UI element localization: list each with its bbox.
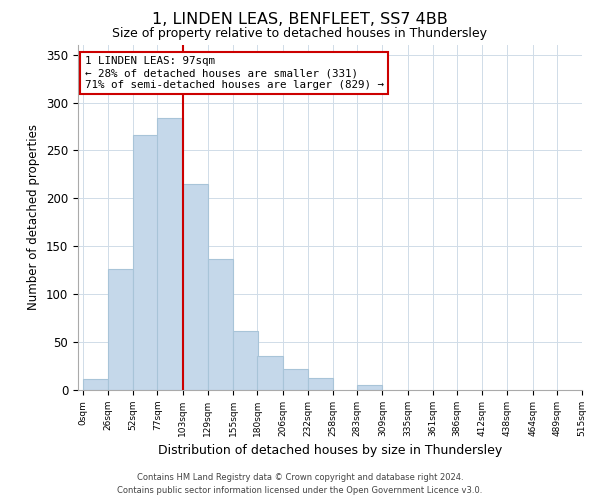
Text: 1, LINDEN LEAS, BENFLEET, SS7 4BB: 1, LINDEN LEAS, BENFLEET, SS7 4BB <box>152 12 448 28</box>
Text: Contains HM Land Registry data © Crown copyright and database right 2024.
Contai: Contains HM Land Registry data © Crown c… <box>118 473 482 495</box>
Bar <box>257 356 283 390</box>
Bar <box>83 380 108 390</box>
Bar <box>182 184 208 390</box>
Bar <box>208 258 233 390</box>
Y-axis label: Number of detached properties: Number of detached properties <box>28 124 40 310</box>
Bar <box>283 369 308 390</box>
Bar <box>157 118 182 390</box>
Bar <box>308 378 333 390</box>
Bar <box>108 269 133 390</box>
Bar <box>357 385 382 390</box>
X-axis label: Distribution of detached houses by size in Thundersley: Distribution of detached houses by size … <box>158 444 502 458</box>
Text: Size of property relative to detached houses in Thundersley: Size of property relative to detached ho… <box>113 28 487 40</box>
Text: 1 LINDEN LEAS: 97sqm
← 28% of detached houses are smaller (331)
71% of semi-deta: 1 LINDEN LEAS: 97sqm ← 28% of detached h… <box>85 56 384 90</box>
Bar <box>133 135 158 390</box>
Bar <box>233 330 258 390</box>
